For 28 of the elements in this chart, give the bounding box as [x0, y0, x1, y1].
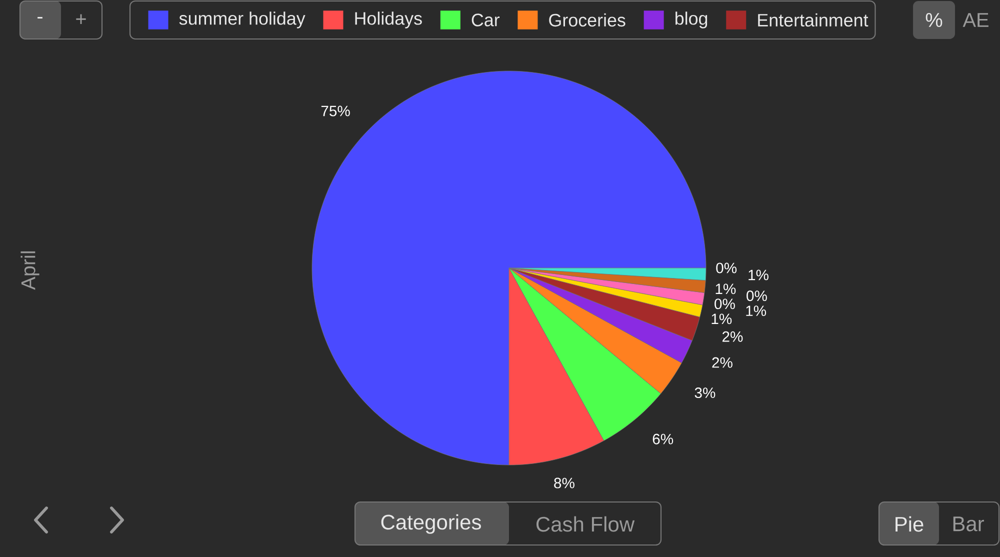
legend-label: Holidays [355, 12, 422, 28]
data-label: 75% [321, 106, 350, 116]
text: April [20, 251, 40, 290]
text: AE [962, 13, 988, 27]
text: 0% [746, 290, 767, 302]
text: % [926, 13, 942, 27]
data-label: 1% [712, 314, 732, 324]
text: - [38, 16, 42, 19]
text: Cash Flow [536, 516, 635, 532]
legend-label: summer holiday [179, 12, 306, 28]
text: 0% [714, 298, 735, 310]
text: Pie [896, 516, 924, 532]
legend-label: Entertainment [758, 13, 868, 27]
text: 0% [716, 262, 737, 274]
data-label: 2% [722, 331, 743, 342]
text: + [76, 14, 86, 24]
text: Bar [953, 516, 984, 532]
legend-label: Car [472, 14, 500, 26]
data-label: 2% [712, 357, 732, 368]
text: Categories [381, 514, 481, 534]
legend-label: Groceries [549, 13, 626, 27]
data-label: 1% [746, 306, 766, 316]
data-label: 1% [716, 284, 736, 294]
data-label: 3% [694, 388, 716, 398]
data-label: 6% [652, 434, 674, 444]
data-label: 1% [748, 270, 768, 280]
data-label: 8% [554, 478, 574, 488]
legend-label: blog [676, 12, 708, 28]
